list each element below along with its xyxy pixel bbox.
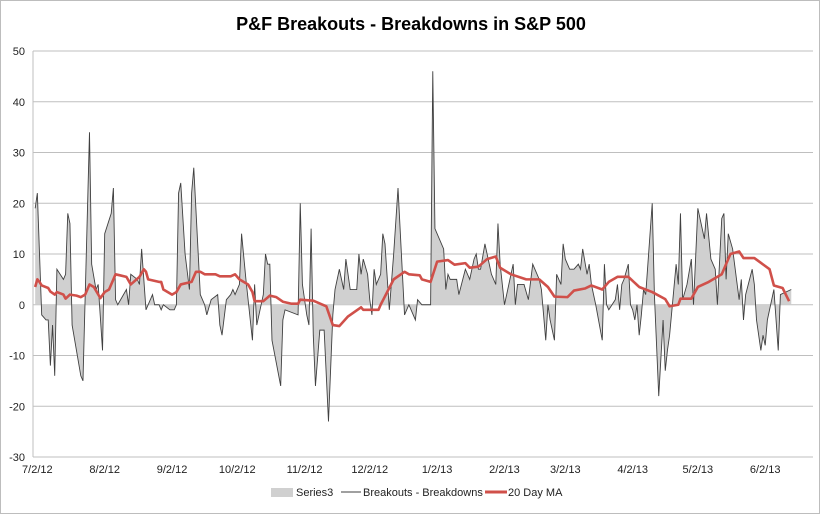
y-tick-label: -30	[9, 452, 25, 464]
x-tick-label: 8/2/12	[89, 464, 120, 476]
y-tick-label: 0	[19, 300, 25, 312]
legend-label-breakouts: Breakouts - Breakdowns	[363, 487, 483, 499]
x-tick-label: 3/2/13	[550, 464, 581, 476]
x-tick-label: 2/2/13	[489, 464, 520, 476]
y-tick-label: 40	[13, 97, 25, 109]
series3-area	[35, 71, 791, 421]
x-tick-label: 5/2/13	[683, 464, 714, 476]
y-tick-label: -10	[9, 351, 25, 363]
x-tick-label: 12/2/12	[351, 464, 388, 476]
y-tick-label: 30	[13, 148, 25, 160]
y-tick-label: 50	[13, 46, 25, 58]
breakouts-breakdowns-line	[35, 71, 791, 421]
plot-area	[35, 71, 791, 421]
y-tick-label: 10	[13, 249, 25, 261]
x-tick-label: 11/2/12	[287, 464, 323, 476]
chart-title: P&F Breakouts - Breakdowns in S&P 500	[236, 14, 586, 34]
x-tick-label: 7/2/12	[22, 464, 53, 476]
x-tick-label: 9/2/12	[157, 464, 188, 476]
x-tick-label: 6/2/13	[750, 464, 781, 476]
legend-label-series3: Series3	[296, 487, 333, 499]
x-tick-label: 4/2/13	[617, 464, 648, 476]
legend-label-ma: 20 Day MA	[508, 487, 563, 499]
y-tick-label: -20	[9, 401, 25, 413]
x-tick-label: 1/2/13	[422, 464, 453, 476]
legend: Series3 Breakouts - Breakdowns 20 Day MA	[271, 487, 563, 499]
y-tick-label: 20	[13, 198, 25, 210]
x-tick-label: 10/2/12	[219, 464, 256, 476]
legend-swatch-series3	[271, 488, 293, 497]
x-axis: 7/2/12 8/2/12 9/2/12 10/2/12 11/2/12 12/2/12 1…	[22, 464, 780, 476]
y-axis: -30 -20 -10 0 10 20 30 40 50	[9, 46, 25, 464]
